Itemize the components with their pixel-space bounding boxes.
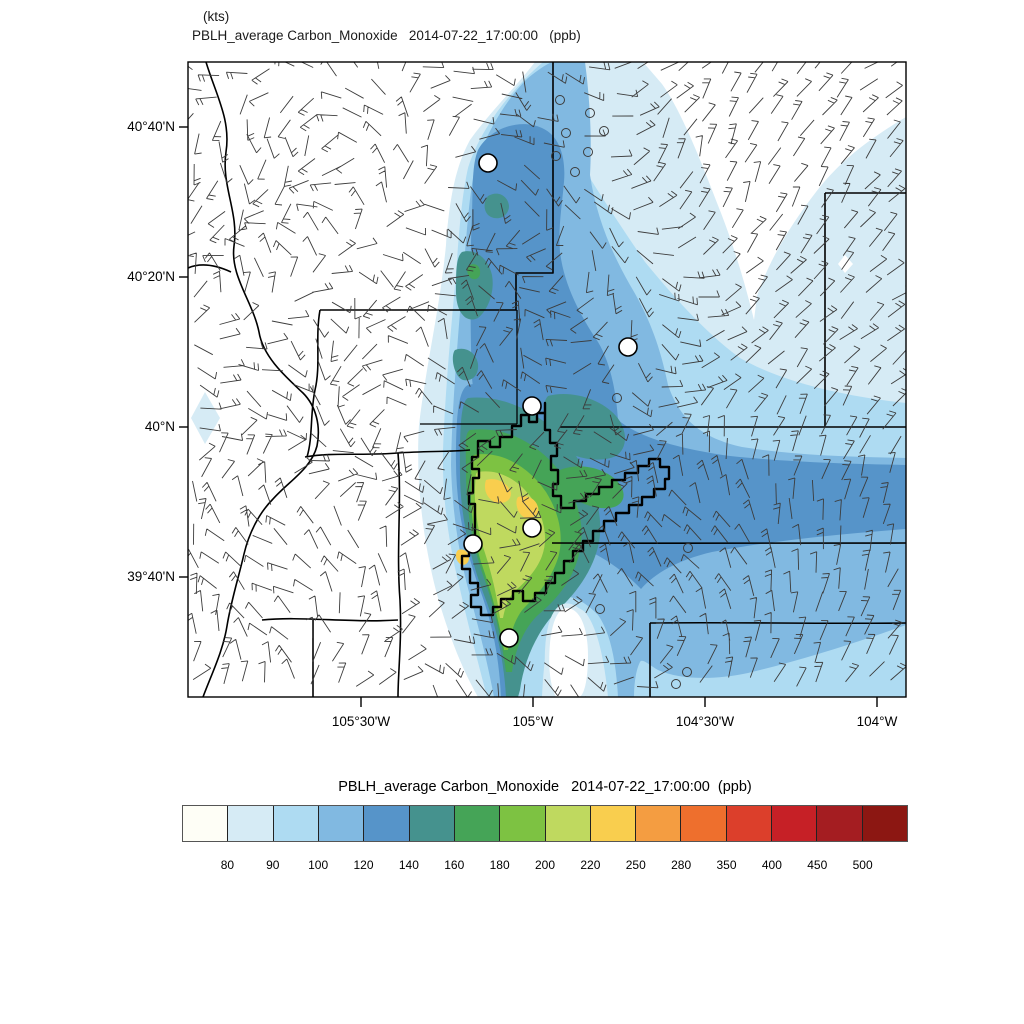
- map-title: PBLH_average Carbon_Monoxide 2014-07-22_…: [192, 28, 581, 43]
- calm-wind-icon: [683, 543, 693, 553]
- legend-tick-label: 100: [308, 858, 329, 872]
- units-label: (kts): [203, 9, 230, 24]
- contour-fill-140: [452, 348, 479, 381]
- legend-tick-label: 450: [807, 858, 828, 872]
- station-marker: [522, 518, 542, 538]
- legend-tick-label: 350: [716, 858, 737, 872]
- map-plot-area: [188, 62, 906, 697]
- calm-wind-icon: [555, 95, 565, 105]
- legend-cell-11: [636, 806, 682, 841]
- legend-cell-7: [454, 806, 501, 841]
- calm-wind-icon: [595, 604, 605, 614]
- legend-tick-label: 250: [625, 858, 646, 872]
- lon-tick-label: 105°30'W: [331, 714, 391, 729]
- legend-tick-label: 200: [534, 858, 556, 872]
- county-boundary: [397, 452, 402, 697]
- legend-cell-10: [590, 806, 637, 841]
- county-boundary: [649, 621, 906, 697]
- legend-cell-4: [318, 806, 365, 841]
- legend-cell-8: [500, 806, 546, 841]
- station-marker: [618, 337, 638, 357]
- legend-tick-label: 220: [580, 858, 601, 872]
- contour-fill-80: [191, 392, 220, 444]
- station-marker: [522, 396, 542, 416]
- legend-tick-label: 280: [671, 858, 692, 872]
- contour-white-notch: [544, 603, 593, 697]
- lat-tick-label: 40°40'N: [127, 119, 175, 134]
- legend-tick-label: 140: [398, 858, 419, 872]
- county-boundary: [304, 449, 471, 458]
- calm-wind-icon: [583, 147, 593, 157]
- legend-cell-14: [772, 806, 818, 841]
- station-marker: [478, 153, 498, 173]
- county-boundary: [306, 309, 321, 458]
- legend-cell-2: [228, 806, 274, 841]
- county-boundary: [824, 192, 906, 427]
- calm-wind-icon: [612, 393, 622, 403]
- legend-tick-label: 180: [489, 858, 510, 872]
- county-boundary: [559, 425, 906, 429]
- legend-cell-3: [273, 806, 319, 841]
- lat-tick-label: 40°20'N: [127, 269, 175, 284]
- calm-wind-icon: [671, 679, 681, 689]
- lon-tick-label: 104°30'W: [675, 714, 735, 729]
- calm-wind-icon: [599, 126, 609, 136]
- station-marker: [463, 534, 483, 554]
- calm-wind-icon: [561, 128, 571, 138]
- calm-wind-icon: [585, 108, 595, 118]
- legend-tick-label: 80: [220, 858, 235, 872]
- lat-tick-label: 40°N: [144, 419, 175, 434]
- county-boundary: [188, 264, 232, 273]
- legend-tick-label: 120: [353, 858, 374, 872]
- calm-wind-icon: [682, 667, 692, 677]
- legend-cell-16: [862, 806, 907, 841]
- legend-cell-13: [726, 806, 773, 841]
- county-boundary: [460, 401, 671, 617]
- lon-tick-label: 105°W: [512, 714, 554, 729]
- contour-fill-140: [456, 251, 493, 320]
- lat-tick-label: 39°40'N: [127, 569, 175, 584]
- station-marker: [499, 628, 519, 648]
- county-boundary: [420, 310, 518, 425]
- legend-tick-label: 160: [444, 858, 465, 872]
- contour-fill-160: [556, 466, 624, 509]
- map-frame: [187, 61, 907, 698]
- contour-fill-160: [467, 264, 481, 280]
- county-boundary: [202, 62, 320, 697]
- colorbar: [182, 805, 908, 842]
- legend-cell-6: [409, 806, 455, 841]
- legend-cell-1: [183, 806, 229, 841]
- calm-wind-icon: [551, 151, 561, 161]
- legend-tick-label: 400: [761, 858, 782, 872]
- county-boundary: [320, 62, 554, 311]
- legend-cell-12: [681, 806, 727, 841]
- legend-title: PBLH_average Carbon_Monoxide 2014-07-22_…: [338, 779, 752, 795]
- legend-cell-9: [545, 806, 591, 841]
- lon-tick-label: 104°W: [856, 714, 898, 729]
- calm-wind-icon: [570, 167, 580, 177]
- legend-tick-label: 500: [852, 858, 873, 872]
- legend-tick-label: 90: [266, 858, 280, 872]
- wind-barbs: [188, 62, 906, 697]
- legend-cell-5: [364, 806, 410, 841]
- legend-cell-15: [817, 806, 863, 841]
- county-boundary: [261, 617, 399, 622]
